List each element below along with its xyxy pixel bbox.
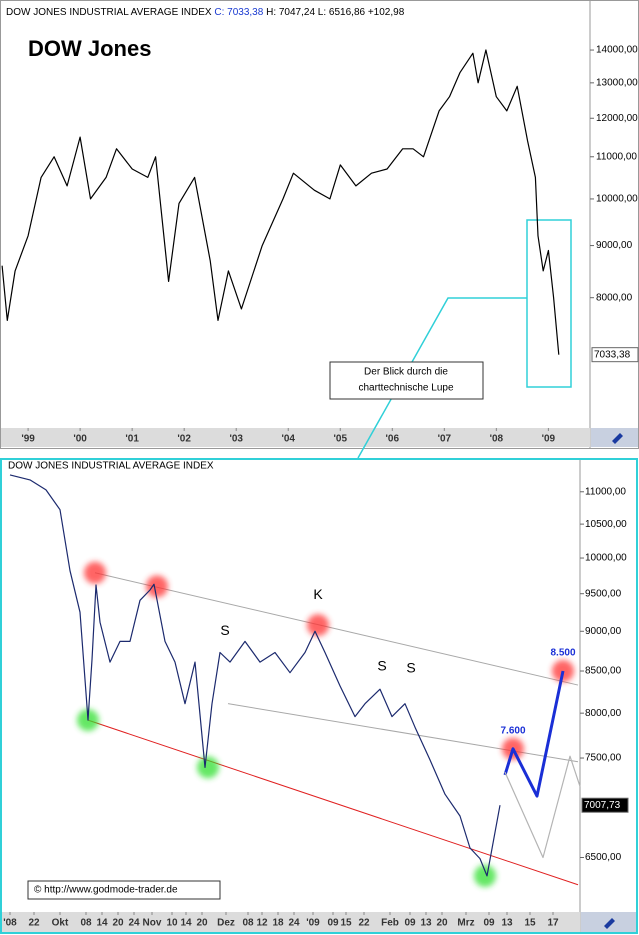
x-tick-label: 08 xyxy=(80,918,92,929)
annotation-line: Der Blick durch die xyxy=(364,367,448,378)
last-price-label: 7033,38 xyxy=(594,349,631,360)
x-tick-label: 09 xyxy=(404,918,416,929)
x-tick-label: 08 xyxy=(242,918,254,929)
x-tick-label: 22 xyxy=(28,918,40,929)
x-tick-label: 13 xyxy=(501,918,513,929)
x-tick-label: '09 xyxy=(542,434,556,445)
value-label: 8.500 xyxy=(550,648,575,659)
x-tick-label: 15 xyxy=(524,918,536,929)
price-line xyxy=(503,670,565,798)
y-tick-label: 10500,00 xyxy=(585,519,627,530)
x-tick-label: 15 xyxy=(340,918,352,929)
x-tick-label: 14 xyxy=(180,918,192,929)
x-tick-label: '00 xyxy=(73,434,87,445)
x-tick-label: 20 xyxy=(112,918,124,929)
y-tick-label: 10000,00 xyxy=(585,553,627,564)
pen-icon xyxy=(612,433,623,444)
y-tick-label: 11000,00 xyxy=(585,486,626,497)
pen-icon xyxy=(604,918,615,929)
top-x-axis-band xyxy=(1,428,590,447)
x-tick-label: '99 xyxy=(21,434,35,445)
y-tick-label: 10000,00 xyxy=(596,194,638,205)
x-tick-label: 17 xyxy=(547,918,559,929)
x-tick-label: Okt xyxy=(52,918,69,929)
price-line xyxy=(504,755,581,859)
pivot-marker xyxy=(474,864,496,887)
y-tick-label: 9500,00 xyxy=(585,588,622,599)
pattern-label: S xyxy=(220,622,229,638)
pivot-marker xyxy=(197,756,219,779)
y-tick-label: 9000,00 xyxy=(596,240,633,251)
x-tick-label: '01 xyxy=(125,434,139,445)
pivot-marker xyxy=(146,575,168,598)
y-tick-label: 6500,00 xyxy=(585,852,622,863)
x-tick-label: 20 xyxy=(436,918,448,929)
x-tick-label: 13 xyxy=(420,918,432,929)
x-tick-label: Feb xyxy=(381,918,399,929)
x-tick-label: Nov xyxy=(143,918,162,929)
x-tick-label: 09 xyxy=(483,918,495,929)
header-title: DOW JONES INDUSTRIAL AVERAGE INDEX xyxy=(6,7,212,18)
y-tick-label: 8000,00 xyxy=(596,292,633,303)
source-box xyxy=(27,880,221,900)
x-tick-label: 24 xyxy=(288,918,300,929)
annotation-line: charttechnische Lupe xyxy=(358,383,454,394)
y-tick-label: 7500,00 xyxy=(585,753,622,764)
x-tick-label: '05 xyxy=(334,434,348,445)
y-tick-label: 11000,00 xyxy=(596,151,637,162)
pattern-label: S xyxy=(406,659,415,675)
x-tick-label: Dez xyxy=(217,918,235,929)
pattern-label: S xyxy=(377,658,386,674)
last-price-box xyxy=(581,797,629,813)
zoom-connector xyxy=(357,297,527,459)
x-tick-label: 09 xyxy=(327,918,339,929)
bottom-x-axis-band xyxy=(2,912,580,932)
tool-button[interactable] xyxy=(591,428,638,447)
x-tick-label: Mrz xyxy=(457,918,474,929)
y-tick-label: 14000,00 xyxy=(596,45,638,56)
x-tick-label: '02 xyxy=(177,434,191,445)
y-tick-label: 8000,00 xyxy=(585,708,622,719)
x-tick-label: 12 xyxy=(256,918,268,929)
pivot-marker xyxy=(307,614,329,637)
header: DOW JONES INDUSTRIAL AVERAGE INDEX C: 70… xyxy=(6,7,405,18)
x-tick-label: 22 xyxy=(358,918,370,929)
y-tick-label: 8500,00 xyxy=(585,666,622,677)
last-price-box xyxy=(591,347,639,363)
pivot-marker xyxy=(84,561,106,584)
y-tick-label: 13000,00 xyxy=(596,77,638,88)
trend-line xyxy=(94,572,579,686)
x-tick-label: '04 xyxy=(281,434,295,445)
price-line xyxy=(1,49,560,355)
header: DOW JONES INDUSTRIAL AVERAGE INDEX xyxy=(8,461,214,472)
chart-title: DOW Jones xyxy=(28,36,151,61)
last-price-label: 7007,73 xyxy=(584,800,621,811)
y-tick-label: 12000,00 xyxy=(596,113,638,124)
x-tick-label: '03 xyxy=(229,434,243,445)
zoom-box xyxy=(526,219,572,388)
x-tick-label: '08 xyxy=(3,918,17,929)
x-tick-label: 24 xyxy=(128,918,140,929)
x-tick-label: 14 xyxy=(96,918,108,929)
source: © http://www.godmode-trader.de xyxy=(34,885,178,896)
x-tick-label: '09 xyxy=(306,918,320,929)
price-line xyxy=(9,474,501,877)
x-tick-label: '06 xyxy=(386,434,400,445)
x-tick-label: 10 xyxy=(166,918,178,929)
trend-line xyxy=(87,719,579,886)
x-tick-label: 18 xyxy=(272,918,284,929)
x-tick-label: '07 xyxy=(438,434,452,445)
header-close: C: 7033,38 xyxy=(214,7,263,18)
y-tick-label: 9000,00 xyxy=(585,626,622,637)
header-rest: H: 7047,24 L: 6516,86 +102,98 xyxy=(266,7,405,18)
annotation-box xyxy=(329,361,484,400)
x-tick-label: 20 xyxy=(196,918,208,929)
x-tick-label: '08 xyxy=(490,434,504,445)
pattern-label: K xyxy=(313,586,323,602)
bottom-frame xyxy=(0,458,638,934)
value-label: 7.600 xyxy=(500,725,525,736)
